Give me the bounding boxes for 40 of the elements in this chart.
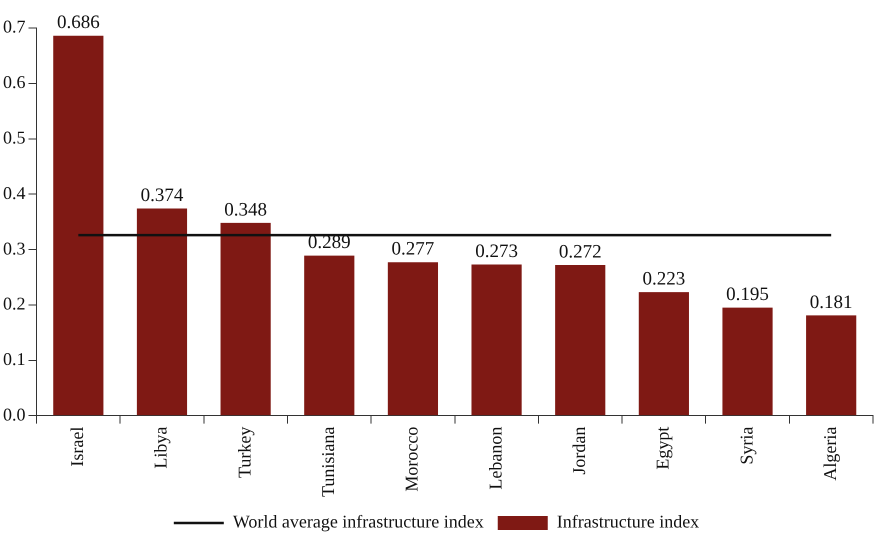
x-tick-label: Lebanon	[485, 426, 506, 490]
bar	[638, 292, 689, 416]
text: 0.4	[3, 182, 26, 203]
bar	[136, 208, 188, 416]
bar	[555, 265, 606, 416]
legend-label: Infrastructure index	[556, 512, 700, 532]
x-tick-label: Algeria	[820, 426, 840, 481]
x-tick-label: Syria	[736, 426, 756, 465]
data-label: 0.273	[475, 240, 518, 262]
x-tick-label: Egypt	[652, 426, 673, 470]
bar	[53, 36, 104, 416]
text: 0.7	[3, 16, 26, 37]
data-label: 0.686	[56, 12, 100, 34]
data-label: 0.181	[810, 292, 853, 313]
text: 0.2	[3, 294, 26, 314]
x-tick-label: Israel	[67, 426, 88, 467]
bar	[722, 308, 773, 416]
x-tick-label: Turkey	[234, 426, 254, 478]
bar	[388, 262, 438, 416]
data-label: 0.289	[308, 232, 351, 254]
x-tick-label: Libya	[150, 426, 171, 469]
bar	[471, 264, 522, 416]
data-label: 0.272	[558, 242, 602, 263]
bar	[220, 222, 271, 416]
x-tick-label: Morocco	[402, 426, 422, 492]
data-label: 0.374	[140, 185, 184, 206]
bar	[806, 315, 856, 416]
x-tick-label: Jordan	[568, 426, 589, 475]
text: 0.0	[3, 404, 26, 424]
data-label: 0.348	[224, 199, 267, 220]
text: 0.3	[3, 238, 26, 258]
legend-label: World average infrastructure index	[232, 512, 484, 532]
x-tick-label: Tunisiana	[318, 426, 338, 498]
text: 0.1	[3, 349, 26, 370]
text: 0.6	[3, 72, 26, 92]
data-label: 0.277	[392, 238, 434, 260]
data-label: 0.195	[726, 284, 769, 306]
data-label: 0.223	[642, 268, 686, 290]
bar	[304, 256, 354, 416]
text: 0.5	[3, 127, 26, 148]
